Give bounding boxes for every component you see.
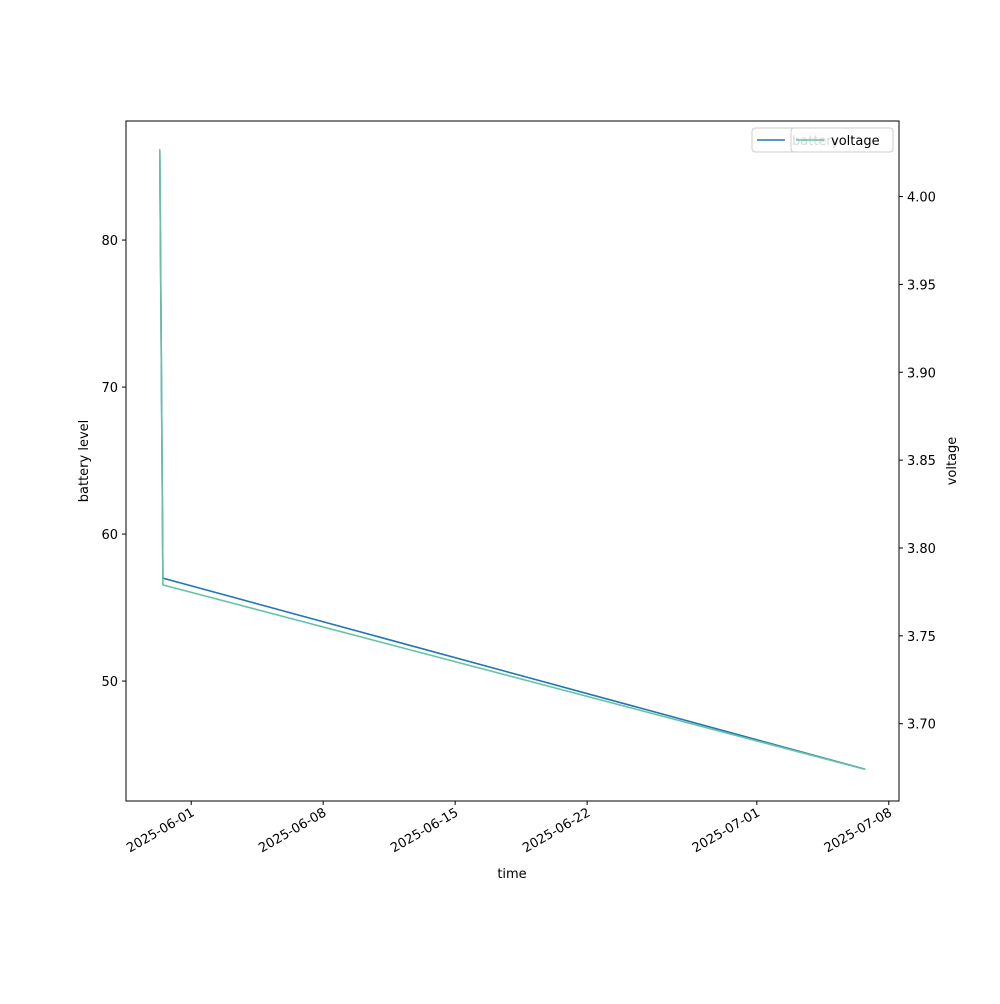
- x-tick-label: 2025-07-01: [690, 805, 763, 856]
- x-tick-label: 2025-06-01: [124, 805, 197, 856]
- y-tick-label: 60: [101, 528, 118, 543]
- plot-frame: [125, 120, 900, 802]
- x-tick-label: 2025-07-08: [822, 805, 895, 856]
- y2-tick-label: 4.00: [907, 191, 936, 206]
- y2-tick-label: 3.85: [907, 454, 936, 469]
- y2-tick-label: 3.95: [907, 278, 936, 293]
- x-tick-label: 2025-06-22: [520, 805, 593, 856]
- y2-tick-label: 3.80: [907, 542, 936, 557]
- y-tick-label: 70: [101, 381, 118, 396]
- y-axis-label: battery level: [77, 420, 92, 503]
- x-axis-label: time: [497, 867, 526, 882]
- x-tick-label: 2025-06-15: [388, 805, 461, 856]
- data-line: [158, 149, 866, 771]
- legend-box: [790, 127, 894, 153]
- y2-axis-label: voltage: [945, 437, 960, 486]
- y2-tick-label: 3.70: [907, 718, 936, 733]
- y2-tick-label: 3.75: [907, 630, 936, 645]
- y-tick-label: 50: [101, 675, 118, 690]
- y-tick-label: 80: [101, 234, 118, 249]
- y2-tick-label: 3.90: [907, 366, 936, 381]
- x-tick-label: 2025-06-08: [256, 805, 329, 856]
- legend-label: voltage: [831, 134, 880, 149]
